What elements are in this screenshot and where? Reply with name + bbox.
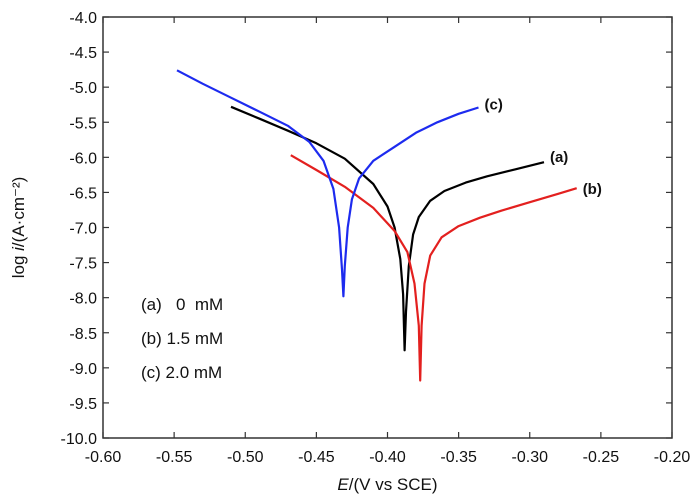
- legend-entry-c: (c) 2.0 mM: [141, 363, 222, 382]
- x-axis-title-rest: /(V vs SCE): [349, 475, 438, 494]
- y-tick-label: -4.5: [69, 45, 97, 62]
- series-tag-a: (a): [550, 149, 568, 166]
- y-tick-label: -8.5: [69, 326, 97, 343]
- y-tick-label: -10.0: [61, 431, 98, 448]
- x-tick-label: -0.40: [369, 449, 406, 466]
- y-tick-label: -9.5: [69, 396, 97, 413]
- x-axis-title-italic: E: [337, 475, 349, 494]
- series-line-b: [290, 154, 578, 382]
- series-tag-b: (b): [583, 181, 602, 198]
- x-tick-label: -0.20: [654, 449, 691, 466]
- y-tick-label: -5.5: [69, 115, 97, 132]
- series-line-c: [176, 69, 479, 298]
- axis-ticks: [102, 16, 673, 439]
- series-tag-c: (c): [485, 97, 503, 114]
- x-tick-label: -0.30: [512, 449, 549, 466]
- legend-entry-b: (b) 1.5 mM: [141, 329, 223, 348]
- series-curves: [176, 69, 578, 382]
- y-tick-label: -4.0: [69, 10, 97, 27]
- x-tick-label: -0.45: [298, 449, 335, 466]
- y-tick-label: -7.5: [69, 256, 97, 273]
- x-tick-label: -0.50: [227, 449, 264, 466]
- x-tick-label: -0.60: [85, 449, 122, 466]
- y-axis-title-italic: i: [9, 246, 28, 251]
- y-tick-label: -7.0: [69, 221, 97, 238]
- series-tags: (a) (b) (c): [485, 97, 602, 199]
- x-tick-label: -0.25: [583, 449, 620, 466]
- axis-tick-labels: -0.60 -0.55 -0.50 -0.45 -0.40 -0.35 -0.30 -0.25…: [61, 10, 691, 466]
- legend-entry-a: (a) 0 mM: [141, 295, 223, 314]
- y-axis-title-rest: /(A·cm⁻²): [9, 177, 28, 247]
- y-axis-title-pre: log: [9, 251, 28, 278]
- y-tick-label: -8.0: [69, 291, 97, 308]
- y-tick-label: -6.5: [69, 185, 97, 202]
- y-tick-label: -5.0: [69, 80, 97, 97]
- x-tick-label: -0.35: [440, 449, 477, 466]
- y-axis-title: log i/(A·cm⁻²): [9, 177, 28, 279]
- x-axis-title: E/(V vs SCE): [337, 475, 437, 494]
- series-line-a: [230, 105, 545, 352]
- legend: (a) 0 mM (b) 1.5 mM (c) 2.0 mM: [141, 295, 223, 382]
- y-tick-label: -9.0: [69, 361, 97, 378]
- x-tick-label: -0.55: [156, 449, 193, 466]
- y-tick-label: -6.0: [69, 150, 97, 167]
